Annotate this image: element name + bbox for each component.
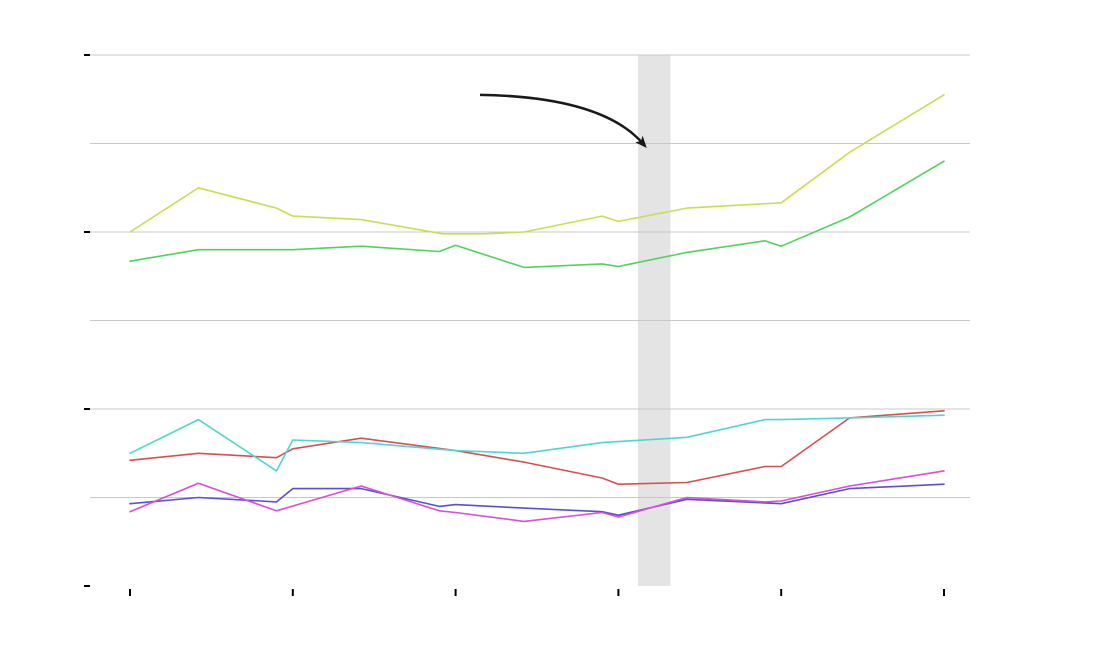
series-line-3 [129,409,945,486]
annotation-arrow [479,93,647,149]
gridlines-layer [90,54,970,498]
series-line-6 [129,470,945,523]
series-layer [129,94,945,523]
series-line-4 [129,414,945,472]
axis-ticks-layer [84,54,945,596]
series-line-2 [129,160,945,269]
annotation-layer [479,93,647,149]
series-line-5 [129,483,945,517]
series-line-1 [129,94,945,235]
